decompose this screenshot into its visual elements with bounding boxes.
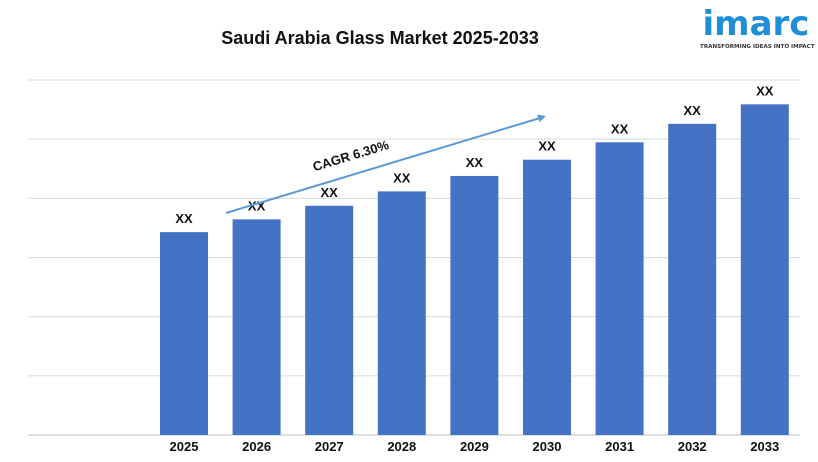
x-tick-2028: 2028 [387, 439, 416, 454]
x-tick-2033: 2033 [750, 439, 779, 454]
bar-2026 [232, 219, 281, 435]
data-label-2031: XX [611, 121, 629, 136]
bar-2027 [305, 205, 354, 435]
x-tick-2030: 2030 [533, 439, 562, 454]
x-tick-2032: 2032 [678, 439, 707, 454]
data-label-2027: XX [321, 185, 339, 200]
data-label-2030: XX [538, 139, 556, 154]
data-label-2029: XX [466, 155, 484, 170]
data-label-2028: XX [393, 170, 411, 185]
x-tick-2025: 2025 [170, 439, 199, 454]
x-tick-2029: 2029 [460, 439, 489, 454]
bar-2028 [377, 191, 426, 435]
cagr-arrow-head [537, 114, 546, 123]
data-label-2033: XX [756, 83, 774, 98]
brand-logo: imarc TRANSFORMING IDEAS INTO IMPACT [700, 4, 815, 56]
x-tick-2027: 2027 [315, 439, 344, 454]
cagr-label: CAGR 6.30% [311, 137, 391, 174]
bar-2025 [160, 232, 208, 435]
data-label-2025: XX [175, 211, 193, 226]
bar-2033 [740, 104, 789, 435]
bar-2032 [668, 123, 717, 436]
brand-tagline: TRANSFORMING IDEAS INTO IMPACT [700, 44, 815, 50]
x-axis-ticks: 2025 2026 2027 2028 2029 2030 2031 2032 2033 [170, 439, 780, 454]
brand-name: imarc [702, 4, 810, 44]
x-tick-2031: 2031 [605, 439, 634, 454]
bar-2031 [595, 142, 644, 435]
bar-2029 [450, 175, 499, 436]
data-label-2032: XX [684, 103, 702, 118]
bars [160, 104, 789, 436]
chart-title: Saudi Arabia Glass Market 2025-2033 [221, 28, 539, 48]
x-tick-2026: 2026 [242, 439, 271, 454]
bar-2030 [523, 159, 571, 436]
cagr-arrow-line [225, 117, 541, 214]
